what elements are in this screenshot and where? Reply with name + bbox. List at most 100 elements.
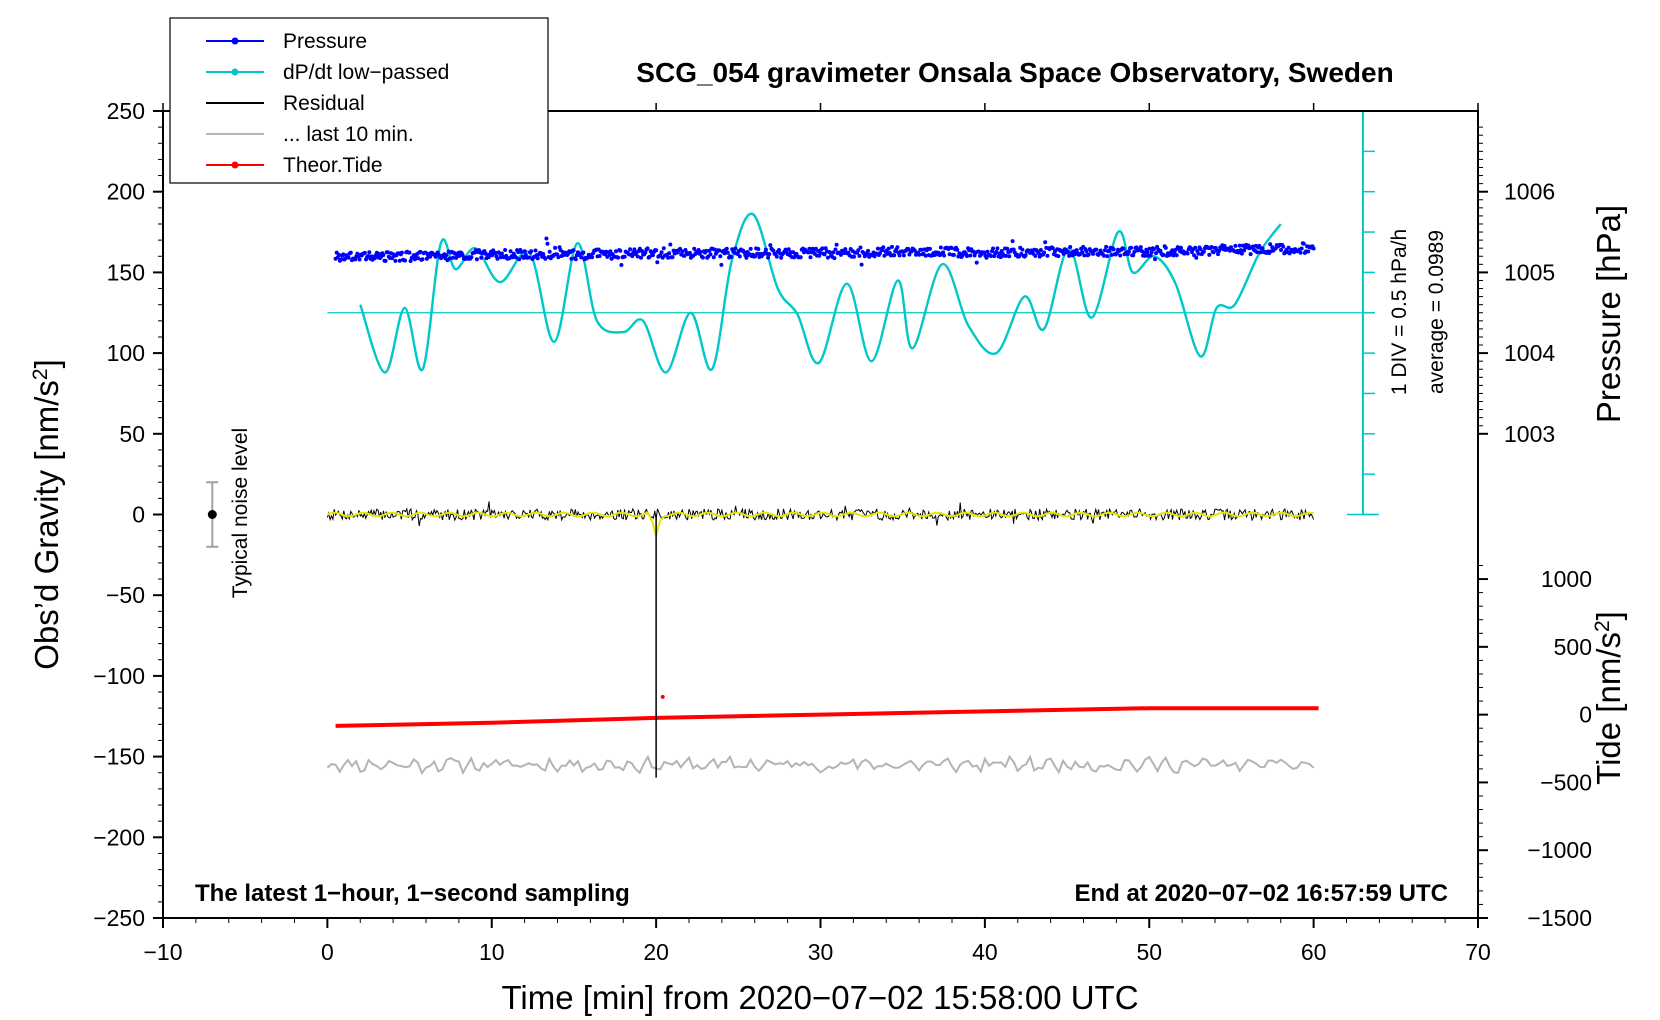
- left-tick-label: 100: [107, 340, 145, 366]
- pressure-point: [630, 254, 635, 259]
- pressure-point: [569, 256, 574, 261]
- pressure-point: [1045, 253, 1050, 258]
- pressure-point: [544, 236, 549, 241]
- x-axis-label: Time [min] from 2020−07−02 15:58:00 UTC: [501, 979, 1138, 1016]
- left-tick-label: −100: [93, 663, 145, 689]
- pressure-point: [1036, 251, 1041, 256]
- pressure-point: [543, 256, 548, 261]
- pressure-point: [1248, 252, 1253, 257]
- pressure-point: [719, 262, 724, 267]
- pressure-point: [1043, 240, 1048, 245]
- pressure-point: [1194, 255, 1199, 260]
- pressure-point: [1281, 244, 1286, 249]
- pressure-point: [852, 254, 856, 259]
- pressure-point: [818, 251, 823, 256]
- pressure-point: [493, 250, 498, 255]
- pressure-point: [495, 256, 500, 261]
- pressure-point: [878, 251, 882, 256]
- pressure-point: [1163, 245, 1168, 250]
- pressure-point: [832, 256, 837, 261]
- pressure-point: [1158, 248, 1163, 253]
- pressure-point: [1198, 247, 1203, 252]
- pressure-point: [632, 247, 637, 252]
- pressure-point: [420, 257, 425, 262]
- left-axis-label-sup: 2: [29, 368, 52, 380]
- pressure-point: [1068, 245, 1073, 249]
- pressure-point: [1118, 253, 1123, 258]
- pressure-point: [1258, 250, 1263, 255]
- legend-label: Residual: [283, 92, 365, 115]
- pressure-point: [1306, 249, 1311, 254]
- noise-level-label: Typical noise level: [229, 428, 252, 598]
- pressure-tick-label: 1005: [1504, 259, 1555, 285]
- pressure-point: [639, 255, 643, 260]
- pressure-point: [1011, 247, 1016, 252]
- pressure-point: [1010, 239, 1015, 244]
- tide-axis-label-end: ]: [1590, 611, 1627, 620]
- series-layer: [206, 110, 1379, 778]
- pressure-point: [1255, 250, 1260, 255]
- pressure-point: [1201, 249, 1206, 254]
- pressure-point: [1209, 245, 1214, 249]
- pressure-point: [372, 256, 377, 261]
- pressure-point: [1091, 251, 1095, 256]
- pressure-point: [875, 246, 880, 251]
- tide-tick-label: 1000: [1541, 566, 1592, 592]
- pressure-point: [774, 254, 779, 259]
- pressure-point: [923, 253, 928, 258]
- pressure-point: [907, 252, 912, 257]
- pressure-point: [1151, 247, 1156, 252]
- pressure-point: [1094, 247, 1099, 252]
- pressure-point: [1126, 249, 1131, 254]
- pressure-point: [1007, 254, 1012, 259]
- pressure-point: [886, 246, 891, 251]
- legend: Pressure dP/dt low−passed Residual ... last…: [169, 17, 549, 184]
- pressure-point: [755, 251, 760, 256]
- left-tick-label: −250: [93, 905, 145, 931]
- pressure-point: [1299, 246, 1304, 251]
- pressure-point: [545, 241, 550, 246]
- pressure-point: [951, 253, 956, 257]
- pressure-point: [447, 256, 452, 261]
- pressure-point: [407, 250, 412, 255]
- pressure-point: [341, 252, 346, 257]
- pressure-point: [383, 258, 388, 263]
- pressure-point: [474, 257, 479, 262]
- pressure-point: [522, 249, 527, 254]
- pressure-point: [748, 246, 753, 251]
- tide-tick-label: −1500: [1527, 905, 1592, 931]
- legend-box: [169, 17, 549, 184]
- pressure-point: [654, 248, 659, 253]
- pressure-point: [581, 250, 586, 255]
- pressure-point: [901, 253, 906, 258]
- pressure-point: [571, 248, 576, 253]
- pressure-point: [643, 250, 648, 255]
- pressure-point: [655, 260, 660, 265]
- pressure-point: [717, 248, 722, 253]
- pressure-point: [763, 247, 768, 252]
- left-tick-label: 150: [107, 259, 145, 285]
- pressure-point: [668, 242, 673, 247]
- pressure-point: [1101, 253, 1106, 258]
- pressure-point: [881, 245, 886, 250]
- left-axis-label: Obs’d Gravity [nm/s2]: [28, 359, 65, 670]
- pressure-point: [444, 253, 449, 258]
- pressure-point: [725, 250, 730, 255]
- pressure-point: [729, 255, 734, 259]
- pressure-point: [1104, 244, 1109, 249]
- pressure-point: [737, 254, 742, 259]
- pressure-point: [1237, 243, 1242, 248]
- pressure-point: [366, 254, 371, 258]
- pressure-point: [670, 255, 675, 260]
- pressure-point: [1222, 243, 1227, 248]
- pressure-point: [1131, 253, 1136, 258]
- pressure-point: [397, 258, 402, 263]
- pressure-point: [499, 251, 504, 256]
- pressure-point: [1074, 248, 1079, 253]
- sampling-note: The latest 1−hour, 1−second sampling: [195, 880, 630, 907]
- pressure-point: [547, 249, 552, 254]
- pressure-point: [479, 255, 484, 260]
- pressure-point: [976, 249, 981, 254]
- pressure-point: [1129, 245, 1134, 250]
